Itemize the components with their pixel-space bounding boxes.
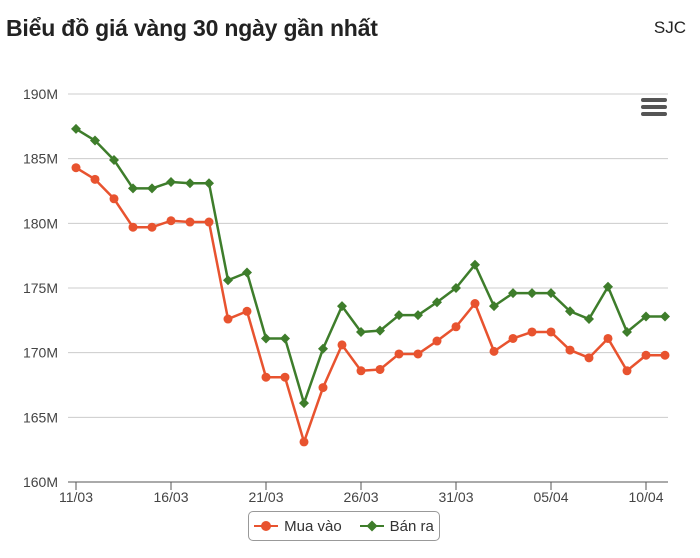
data-point-ban-ra	[90, 135, 100, 146]
circle-marker-icon	[254, 521, 279, 531]
legend-label-ban-ra: Bán ra	[389, 517, 434, 535]
data-point-ban-ra	[356, 326, 366, 337]
data-point-ban-ra	[223, 275, 233, 286]
data-point-ban-ra	[489, 301, 499, 312]
x-tick-label: 05/04	[533, 489, 568, 505]
chart-header: Biểu đồ giá vàng 30 ngày gần nhất SJC	[6, 10, 686, 46]
data-point-mua-vao	[223, 314, 233, 324]
x-tick-label: 11/03	[59, 489, 93, 505]
data-point-mua-vao	[299, 437, 309, 447]
data-point-ban-ra	[71, 123, 81, 134]
y-tick-label: 170M	[23, 345, 58, 361]
data-point-mua-vao	[337, 340, 347, 350]
y-tick-label: 175M	[23, 280, 58, 296]
source-label: SJC	[653, 18, 686, 37]
x-tick-label: 31/03	[438, 489, 473, 505]
data-point-ban-ra	[147, 183, 157, 194]
data-point-mua-vao	[489, 346, 499, 356]
data-point-ban-ra	[413, 310, 423, 321]
chart-title: Biểu đồ giá vàng 30 ngày gần nhất	[6, 14, 378, 41]
data-point-ban-ra	[242, 267, 252, 278]
data-point-mua-vao	[147, 222, 157, 232]
data-point-ban-ra	[584, 314, 594, 325]
data-point-ban-ra	[394, 310, 404, 321]
data-point-mua-vao	[660, 350, 670, 360]
data-point-ban-ra	[527, 288, 537, 299]
data-point-ban-ra	[622, 326, 632, 337]
data-point-ban-ra	[109, 154, 119, 165]
data-point-ban-ra	[185, 178, 195, 189]
data-point-ban-ra	[299, 398, 309, 409]
data-point-mua-vao	[451, 322, 461, 332]
legend-item-ban-ra[interactable]: Bán ra	[359, 517, 434, 535]
data-point-mua-vao	[242, 306, 252, 316]
y-tick-label: 190M	[23, 86, 58, 102]
data-point-mua-vao	[394, 349, 404, 359]
x-tick-label: 16/03	[153, 489, 188, 505]
data-point-mua-vao	[71, 163, 81, 173]
data-point-ban-ra	[603, 281, 613, 292]
diamond-marker-icon	[359, 520, 384, 532]
data-point-ban-ra	[261, 333, 271, 344]
data-point-ban-ra	[660, 311, 670, 322]
x-tick-label: 26/03	[343, 489, 378, 505]
data-point-ban-ra	[565, 306, 575, 317]
data-point-ban-ra	[166, 176, 176, 187]
data-point-ban-ra	[337, 301, 347, 312]
series-line-mua-vao	[75, 166, 665, 444]
y-tick-label: 180M	[23, 215, 58, 231]
data-point-mua-vao	[470, 299, 480, 309]
data-point-mua-vao	[603, 333, 613, 343]
data-point-mua-vao	[356, 366, 366, 376]
legend-label-mua-vao: Mua vào	[284, 517, 342, 535]
data-point-ban-ra	[432, 297, 442, 308]
hamburger-menu-icon[interactable]	[641, 98, 667, 120]
data-point-mua-vao	[508, 333, 518, 343]
data-point-ban-ra	[318, 343, 328, 354]
data-point-mua-vao	[375, 364, 385, 374]
data-point-ban-ra	[546, 288, 556, 299]
data-point-ban-ra	[204, 178, 214, 189]
data-point-mua-vao	[128, 222, 138, 232]
data-point-mua-vao	[584, 353, 594, 363]
data-point-ban-ra	[375, 325, 385, 336]
y-tick-label: 165M	[23, 409, 58, 425]
y-tick-label: 160M	[23, 474, 58, 490]
data-point-ban-ra	[280, 333, 290, 344]
legend-item-mua-vao[interactable]: Mua vào	[254, 518, 342, 535]
data-point-mua-vao	[527, 327, 537, 337]
data-point-mua-vao	[432, 336, 442, 346]
data-point-mua-vao	[318, 383, 328, 393]
x-tick-label: 21/03	[248, 489, 283, 505]
data-point-mua-vao	[641, 350, 651, 360]
data-point-mua-vao	[166, 216, 176, 226]
y-tick-label: 185M	[23, 151, 58, 167]
data-point-ban-ra	[128, 183, 138, 194]
data-point-mua-vao	[185, 217, 195, 227]
data-point-mua-vao	[90, 174, 100, 184]
x-tick-label: 10/04	[628, 489, 663, 505]
data-point-ban-ra	[641, 311, 651, 322]
data-point-mua-vao	[413, 349, 423, 359]
data-point-ban-ra	[451, 283, 461, 293]
data-point-mua-vao	[622, 366, 632, 376]
series-line-ban-ra	[75, 127, 665, 405]
data-point-mua-vao	[109, 194, 119, 204]
data-point-mua-vao	[280, 372, 290, 382]
data-point-mua-vao	[204, 217, 214, 227]
data-point-ban-ra	[508, 288, 518, 299]
data-point-mua-vao	[546, 327, 556, 337]
data-point-ban-ra	[470, 259, 480, 270]
chart-legend: Mua vào Bán ra	[248, 511, 440, 541]
data-point-mua-vao	[261, 372, 271, 382]
data-point-mua-vao	[565, 345, 575, 355]
